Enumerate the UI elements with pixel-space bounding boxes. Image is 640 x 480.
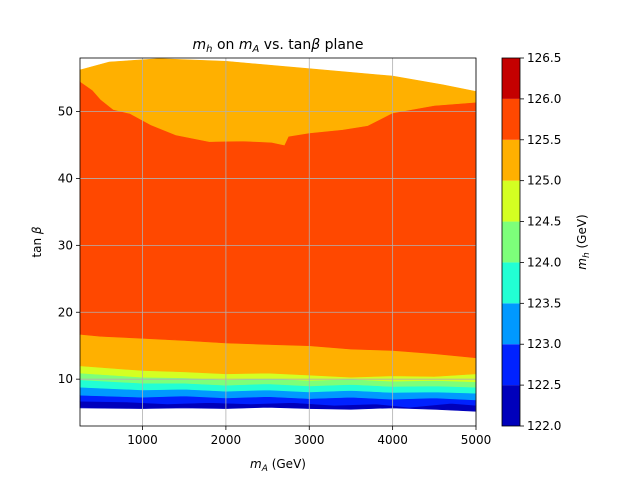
colorbar-label: mh (GeV): [575, 214, 592, 270]
colorbar-segment-4: [502, 221, 520, 263]
colorbar-tick-label-1: 122.5: [527, 378, 561, 392]
colorbar-segment-3: [502, 262, 520, 304]
colorbar-segment-7: [502, 98, 520, 140]
colorbar-segment-5: [502, 180, 520, 222]
x-tick-label-1: 2000: [211, 433, 242, 447]
x-tick-label-2: 3000: [294, 433, 325, 447]
y-tick-label-4: 50: [58, 105, 73, 119]
plot-area: [79, 58, 477, 412]
plot-frame: [79, 57, 477, 427]
colorbar-tick-label-0: 122.0: [527, 419, 561, 433]
chart-title: mh on mA vs. tanβ plane: [193, 37, 364, 55]
colorbar-tick-label-5: 124.5: [527, 215, 561, 229]
y-axis-ticks: 10 20 30 40 50: [58, 105, 80, 386]
colorbar-tick-label-8: 126.0: [527, 92, 561, 106]
y-tick-label-0: 10: [58, 372, 73, 386]
colorbar-tick-label-4: 124.0: [527, 255, 561, 269]
colorbar-segment-2: [502, 303, 520, 345]
colorbar-frame: [501, 57, 521, 427]
y-tick-label-3: 40: [58, 171, 73, 185]
colorbar-segment-0: [502, 385, 520, 426]
y-tick-label-1: 20: [58, 305, 73, 319]
y-tick-label-2: 30: [58, 238, 73, 252]
colorbar-segment-6: [502, 139, 520, 181]
x-tick-label-0: 1000: [127, 433, 158, 447]
colorbar-tick-label-6: 125.0: [527, 174, 561, 188]
colorbar-segment-8: [502, 58, 520, 99]
x-tick-label-3: 4000: [377, 433, 408, 447]
colorbar-ticks: 122.0 122.5 123.0 123.5 124.0 124.5 125.0 125.5…: [520, 51, 561, 433]
colorbar-segment-1: [502, 344, 520, 386]
y-axis-label: tan β: [30, 226, 44, 257]
x-axis-ticks: 1000 2000 3000 4000 5000: [127, 426, 491, 447]
contour-band-8: [79, 58, 477, 146]
colorbar-tick-label-2: 123.0: [527, 337, 561, 351]
x-tick-label-4: 5000: [461, 433, 492, 447]
colorbar-tick-label-9: 126.5: [527, 51, 561, 65]
colorbar: [502, 58, 520, 426]
colorbar-tick-label-3: 123.5: [527, 296, 561, 310]
x-axis-label: mA (GeV): [250, 457, 306, 474]
colorbar-tick-label-7: 125.5: [527, 133, 561, 147]
